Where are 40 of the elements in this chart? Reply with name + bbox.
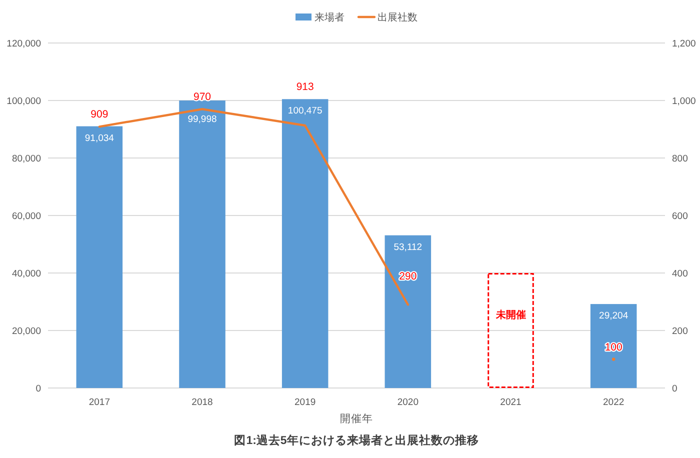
bar	[179, 100, 226, 388]
legend-label: 出展社数	[378, 12, 418, 24]
data-label: 100	[604, 341, 622, 354]
data-label: 99,998	[188, 114, 217, 126]
y2-tick-label: 1,200	[672, 38, 696, 50]
x-tick-label: 2022	[603, 397, 624, 408]
data-label: 290	[399, 270, 417, 283]
legend-label: 来場者	[314, 12, 344, 24]
bar	[590, 304, 637, 388]
y-tick-label: 0	[36, 383, 41, 394]
data-label: 970	[193, 91, 212, 104]
x-tick-label: 2021	[500, 397, 522, 408]
x-axis-title: 開催年	[340, 413, 373, 425]
data-label: 29,204	[599, 310, 628, 322]
bar	[76, 126, 123, 388]
y2-tick-label: 800	[672, 153, 688, 164]
y2-tick-label: 200	[672, 326, 688, 337]
x-tick-label: 2019	[294, 397, 316, 408]
data-label: 909	[90, 108, 108, 121]
y-tick-label: 80,000	[12, 153, 41, 164]
y-tick-label: 60,000	[12, 210, 41, 222]
bar	[384, 235, 432, 388]
annotation: 未開催	[494, 309, 526, 321]
text: 図1:過去5年における来場者と出展社数の推移	[234, 433, 479, 447]
bar	[282, 99, 328, 388]
x-tick-label: 2020	[397, 397, 418, 408]
data-label: 913	[296, 81, 314, 94]
y2-tick-label: 1,000	[672, 96, 696, 107]
y2-tick-label: 0	[672, 383, 678, 394]
y-tick-label: 100,000	[6, 96, 41, 107]
x-tick-label: 2017	[88, 397, 110, 408]
data-label: 91,034	[84, 132, 114, 144]
y-tick-label: 20,000	[12, 326, 41, 337]
y-tick-label: 40,000	[12, 268, 41, 280]
data-label: 53,112	[394, 242, 422, 253]
y2-tick-label: 600	[672, 210, 688, 222]
y-tick-label: 120,000	[6, 38, 41, 50]
data-label: 100,475	[288, 106, 322, 117]
x-tick-label: 2018	[192, 397, 213, 408]
y2-tick-label: 400	[672, 268, 688, 280]
